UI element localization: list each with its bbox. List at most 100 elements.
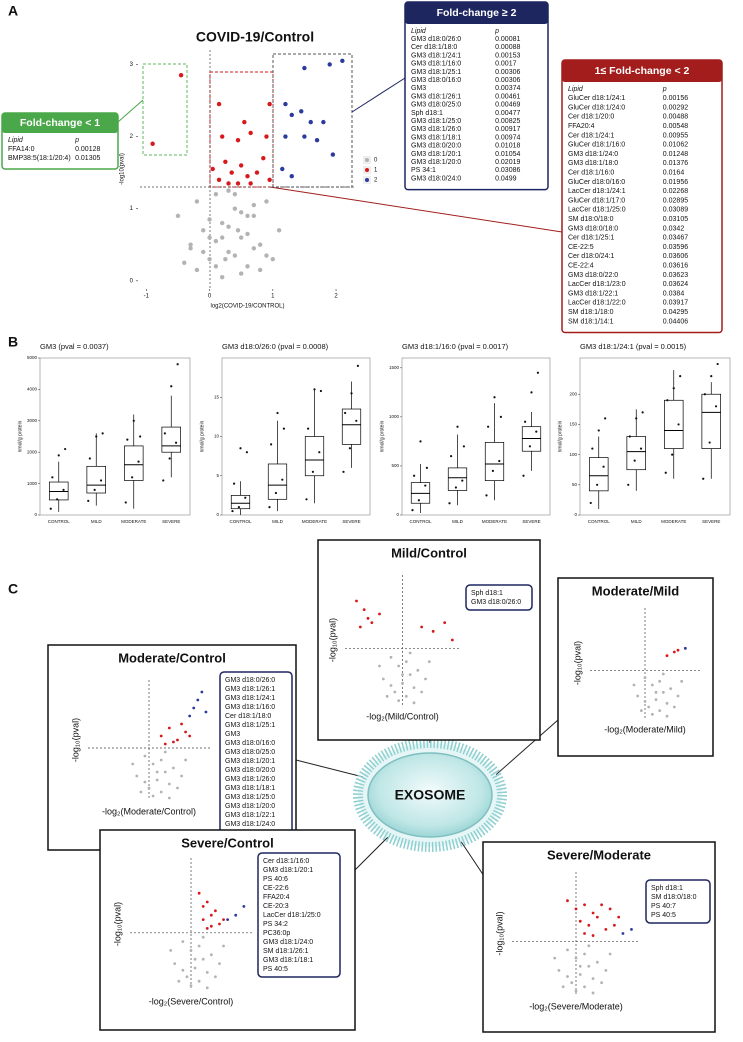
point (88, 457, 91, 460)
point (245, 231, 250, 237)
p-value: 0.02895 (663, 197, 688, 204)
lipid-name: GM3 d18:0/16:0 (411, 77, 461, 84)
point (330, 152, 336, 157)
table-title: Fold-change < 1 (20, 117, 100, 129)
point (214, 975, 217, 979)
p-value: 0.00128 (75, 146, 100, 153)
p-value: 0.03623 (663, 272, 688, 279)
point (248, 181, 253, 186)
point (220, 274, 225, 280)
lipid-name: PS 40:6 (263, 876, 288, 883)
p-value: 0.00156 (663, 95, 688, 102)
p-value: 0.03606 (663, 253, 688, 260)
point (205, 971, 209, 974)
lipid-name: GM3 d18:1/26:1 (411, 93, 461, 100)
point (251, 202, 257, 208)
p-value: 0.03086 (495, 167, 520, 174)
lipid-name: SM d18:0/18:0 (651, 894, 697, 901)
point (281, 478, 284, 481)
point (245, 174, 250, 179)
point (493, 396, 496, 399)
x-tick-label: SEVERE (342, 519, 360, 524)
point (617, 915, 621, 919)
point (658, 709, 662, 713)
lipid-name: Cer d18:1/18:0 (411, 44, 457, 51)
p-value: 0.02019 (495, 159, 520, 166)
point (289, 174, 294, 179)
point (412, 701, 416, 705)
point (397, 699, 401, 703)
point (172, 740, 175, 744)
point (251, 213, 257, 219)
point (299, 109, 304, 114)
box (230, 495, 251, 510)
point (214, 909, 217, 913)
point (139, 790, 143, 794)
point (589, 501, 592, 505)
point (535, 430, 538, 433)
point (200, 690, 204, 694)
point (665, 714, 669, 718)
point (665, 654, 669, 658)
connector (489, 719, 559, 781)
column-header: p (494, 28, 499, 35)
point (218, 962, 221, 965)
point (216, 101, 222, 107)
y-tick-label: 4000 (27, 387, 38, 392)
lipid-name: Cer d18:1/24:1 (568, 132, 614, 139)
x-tick-label: SEVERE (162, 519, 180, 524)
point (522, 474, 525, 477)
point (234, 913, 238, 917)
point (600, 981, 603, 985)
y-tick-label: 3 (130, 62, 134, 68)
p-value: 0.00548 (663, 123, 688, 130)
point (676, 648, 680, 652)
point (425, 466, 428, 469)
y-axis-label: -log₁₀(pval) (327, 618, 337, 662)
chart-title: Mild/Control (391, 545, 467, 560)
point (578, 973, 582, 976)
table-header (2, 113, 118, 133)
point (209, 953, 213, 957)
point (641, 411, 644, 414)
point (207, 256, 212, 262)
p-value: 0.04295 (663, 309, 688, 316)
point (167, 796, 171, 800)
point (671, 453, 674, 456)
point (207, 217, 212, 222)
point (665, 701, 669, 705)
point (162, 479, 165, 482)
p-value: 0.0499 (495, 175, 517, 182)
point (93, 488, 96, 491)
panel-label: A (8, 3, 18, 19)
point (264, 134, 269, 139)
point (443, 621, 447, 625)
p-value: 0.02268 (663, 188, 688, 195)
point (143, 780, 147, 784)
selection-box (142, 63, 188, 156)
p-value: 0.00974 (495, 134, 520, 141)
point (220, 220, 225, 226)
p-value: 0.00374 (495, 85, 520, 92)
point (450, 455, 453, 458)
x-tick-label: 2 (334, 294, 338, 300)
selection-box (272, 53, 353, 188)
point (205, 900, 209, 904)
point (566, 899, 569, 903)
lipid-name: FFA20:4 (568, 123, 595, 130)
lipid-name: GM3 d18:0/20:0 (225, 767, 275, 774)
p-value: 0.0017 (495, 61, 517, 68)
point (56, 498, 59, 501)
box (161, 426, 181, 453)
point (254, 170, 260, 175)
point (621, 932, 625, 935)
point (591, 447, 594, 450)
point (204, 710, 208, 714)
point (242, 905, 246, 908)
point (591, 911, 595, 915)
lipid-name: GM3 d18:0/26:0 (471, 599, 521, 606)
point (147, 786, 151, 790)
lipid-name: BMP38:5(18:1/20:4) (8, 155, 71, 162)
lipid-name: GM3 d18:0/25:0 (225, 749, 275, 756)
